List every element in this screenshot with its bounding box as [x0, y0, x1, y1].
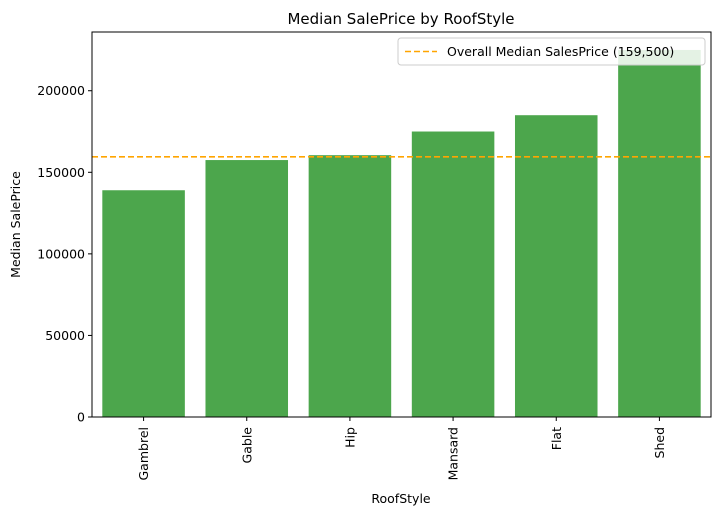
- x-tick-label-flat: Flat: [549, 427, 564, 450]
- bar-mansard: [411, 131, 495, 418]
- x-axis-title: RoofStyle: [371, 491, 431, 506]
- plot-frame: [91, 31, 712, 418]
- y-tick-label: 0: [77, 410, 85, 425]
- bar-gable: [205, 160, 289, 417]
- bar-gambrel: [102, 190, 185, 417]
- legend-box: [397, 37, 706, 66]
- y-tick-label: 150000: [37, 165, 85, 180]
- y-axis-title: Median SalePrice: [8, 171, 23, 278]
- x-tick-label-mansard: Mansard: [446, 427, 461, 480]
- legend-label: Overall Median SalesPrice (159,500): [447, 44, 674, 59]
- y-tick-label: 50000: [45, 328, 85, 343]
- bar-flat: [514, 115, 598, 417]
- x-tick-label-gable: Gable: [239, 427, 254, 464]
- x-tick-label-shed: Shed: [652, 427, 667, 458]
- x-tick-label-gambrel: Gambrel: [136, 427, 151, 481]
- bar-hip: [308, 155, 392, 418]
- bar-shed: [618, 49, 701, 417]
- y-tick-label: 100000: [37, 246, 85, 261]
- x-tick-label-hip: Hip: [342, 427, 357, 448]
- legend: Overall Median SalesPrice (159,500): [397, 37, 706, 66]
- y-tick-label: 200000: [37, 83, 85, 98]
- chart-title: Median SalePrice by RoofStyle: [287, 10, 514, 28]
